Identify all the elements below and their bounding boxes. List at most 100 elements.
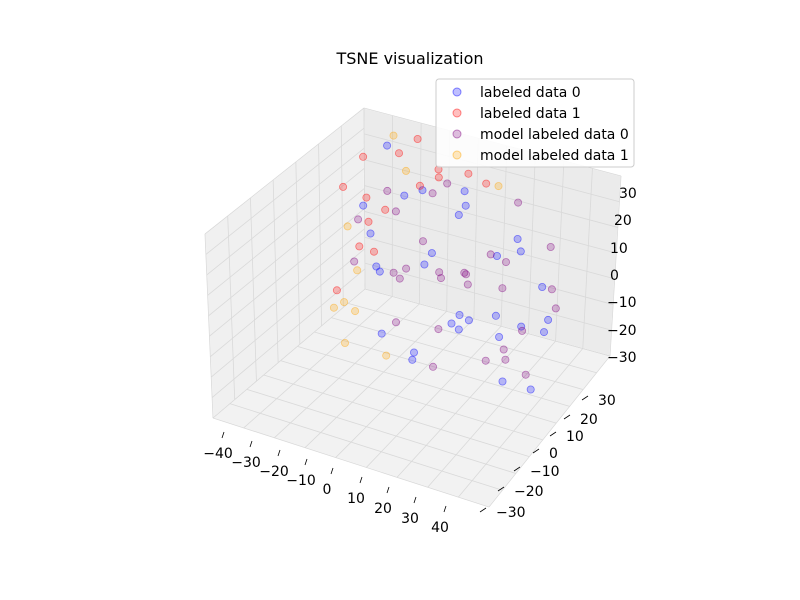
left-gridline — [318, 143, 322, 326]
y-tick-mark — [513, 466, 521, 472]
chart-title: TSNE visualization — [335, 49, 483, 68]
y-tick-label: 30 — [598, 393, 616, 409]
data-point — [428, 189, 437, 198]
x-tick-label: −10 — [286, 473, 316, 489]
back-gridline — [364, 133, 620, 203]
data-point — [481, 356, 490, 365]
floor-gridline — [229, 403, 503, 491]
data-point — [383, 186, 392, 195]
left-gridline — [295, 161, 301, 345]
data-point — [413, 134, 422, 143]
data-point — [415, 181, 424, 190]
left-gridline — [211, 268, 366, 398]
floor-gridline — [297, 345, 557, 424]
left-gridline — [204, 233, 214, 419]
z-tick-label: −10 — [607, 295, 637, 311]
data-point — [351, 307, 360, 316]
x-tick-mark — [330, 467, 334, 475]
data-point — [394, 149, 403, 158]
data-point — [461, 201, 470, 210]
left-gridline — [212, 288, 366, 419]
y-tick-mark — [549, 431, 557, 437]
data-point — [486, 250, 495, 259]
left-gridline — [205, 127, 365, 255]
back-gridline — [582, 168, 593, 349]
y-tick-mark — [563, 414, 571, 420]
y-tick-label: 10 — [566, 429, 584, 445]
series-3 — [329, 131, 503, 360]
back-gridline — [527, 153, 536, 334]
data-point — [359, 201, 368, 210]
data-point — [364, 217, 373, 226]
data-point — [408, 355, 417, 364]
data-point — [513, 234, 522, 243]
data-point — [359, 152, 368, 161]
data-point — [551, 304, 560, 313]
data-point — [436, 274, 445, 283]
x-tick-mark — [304, 458, 308, 466]
back-gridline — [364, 262, 612, 331]
data-point — [400, 191, 409, 200]
series-1 — [332, 134, 491, 295]
data-point — [339, 182, 348, 191]
data-point — [395, 274, 404, 283]
data-point — [362, 193, 371, 202]
floor-gridline — [263, 374, 530, 458]
left-gridline — [209, 208, 365, 337]
y-tick-mark — [532, 448, 540, 454]
data-point — [409, 348, 418, 357]
data-point — [460, 268, 469, 277]
data-point — [501, 258, 510, 267]
floor-gridline — [427, 340, 556, 488]
back-gridline — [364, 159, 618, 228]
data-point — [547, 285, 556, 294]
x-tick-label: 0 — [323, 482, 332, 498]
floor-gridline — [366, 325, 502, 468]
data-point — [495, 332, 504, 341]
data-point — [375, 267, 384, 276]
back-gridline — [500, 145, 508, 327]
floor-gridline — [335, 318, 475, 458]
z-tick-label: 10 — [610, 241, 628, 257]
legend-frame — [435, 78, 635, 168]
left-gridline — [210, 228, 365, 357]
data-point — [353, 266, 362, 275]
x-tick-mark — [443, 505, 447, 513]
data-point — [435, 268, 444, 277]
z-tick-label: −30 — [607, 350, 637, 366]
data-point — [443, 179, 452, 188]
back-gridline — [555, 160, 565, 342]
floor-gridline — [488, 355, 611, 508]
y-tick-mark — [497, 486, 505, 492]
data-point — [544, 315, 553, 324]
data-point — [329, 303, 338, 312]
data-point — [464, 316, 473, 325]
data-point — [355, 242, 364, 251]
legend-label: model labeled data 1 — [480, 148, 629, 164]
data-point — [492, 251, 501, 260]
data-point — [381, 205, 390, 214]
x-tick-label: −30 — [231, 455, 261, 471]
data-point — [372, 262, 381, 271]
data-point — [526, 385, 535, 394]
x-tick-mark — [221, 431, 225, 439]
left-gridline — [227, 215, 236, 400]
axes-panes — [204, 106, 622, 508]
series-0 — [359, 141, 553, 394]
data-point — [350, 257, 359, 266]
back-gridline — [609, 175, 622, 357]
data-point — [482, 179, 491, 188]
x-tick-mark — [359, 476, 363, 484]
data-point — [491, 311, 500, 320]
axes-grid — [204, 107, 622, 508]
data-point — [518, 326, 527, 335]
data-point — [402, 264, 411, 273]
back-gridline — [364, 236, 614, 305]
x-tick-label: −40 — [203, 446, 233, 462]
data-point — [460, 187, 469, 196]
x-tick-label: 40 — [431, 520, 449, 536]
data-point — [377, 329, 386, 338]
data-point — [418, 186, 427, 195]
legend-marker — [452, 87, 462, 97]
